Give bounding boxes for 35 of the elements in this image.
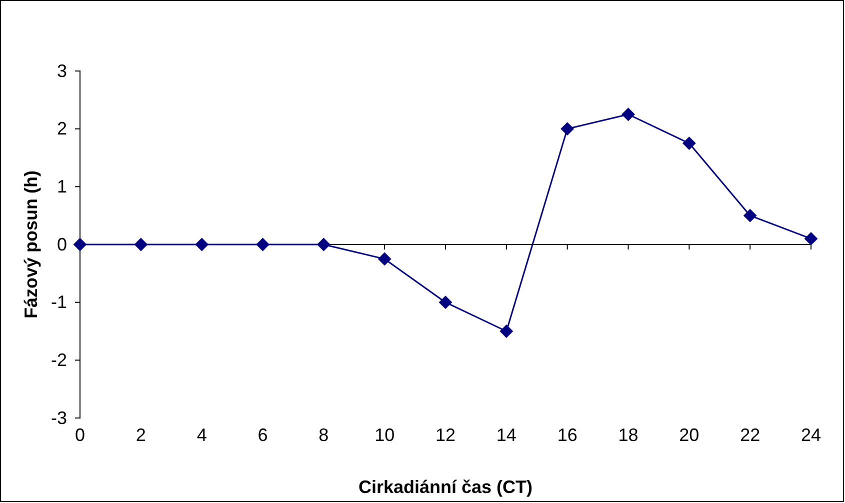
y-axis-title: Fázový posun (h) (21, 170, 41, 318)
point (682, 136, 696, 150)
y-tick-label: 2 (56, 118, 67, 139)
x-tick-label: 4 (196, 424, 207, 445)
point (134, 238, 148, 252)
point (500, 324, 514, 338)
x-axis-title: Cirkadiánní čas (CT) (358, 477, 533, 497)
point (560, 122, 574, 136)
x-tick-label: 18 (618, 424, 638, 445)
x-tick-label: 12 (435, 424, 456, 445)
x-tick-label: 22 (740, 424, 760, 445)
x-tick-label: 20 (679, 424, 700, 445)
point (73, 238, 87, 252)
point (743, 208, 757, 222)
point (195, 238, 209, 252)
x-tick-label: 6 (258, 424, 268, 445)
x-tick-label: 10 (374, 424, 395, 445)
y-tick-label: -2 (50, 350, 67, 370)
x-tick-label: 0 (74, 424, 86, 445)
x-tick-label: 24 (800, 424, 822, 445)
point (256, 238, 270, 252)
x-tick-label: 8 (318, 424, 329, 445)
y-tick-label: 3 (56, 60, 67, 81)
point (316, 238, 330, 252)
point (804, 232, 818, 246)
y-tick-label: -1 (50, 292, 67, 312)
point (438, 296, 452, 310)
x-tick-label: 14 (496, 424, 516, 445)
y-tick-label: 1 (56, 176, 67, 196)
point (622, 108, 635, 122)
x-tick-label: 2 (136, 424, 146, 445)
x-tick-label: 16 (557, 424, 578, 445)
point (378, 252, 392, 266)
y-tick-label: -3 (50, 408, 67, 428)
y-tick-label: 0 (56, 234, 67, 254)
